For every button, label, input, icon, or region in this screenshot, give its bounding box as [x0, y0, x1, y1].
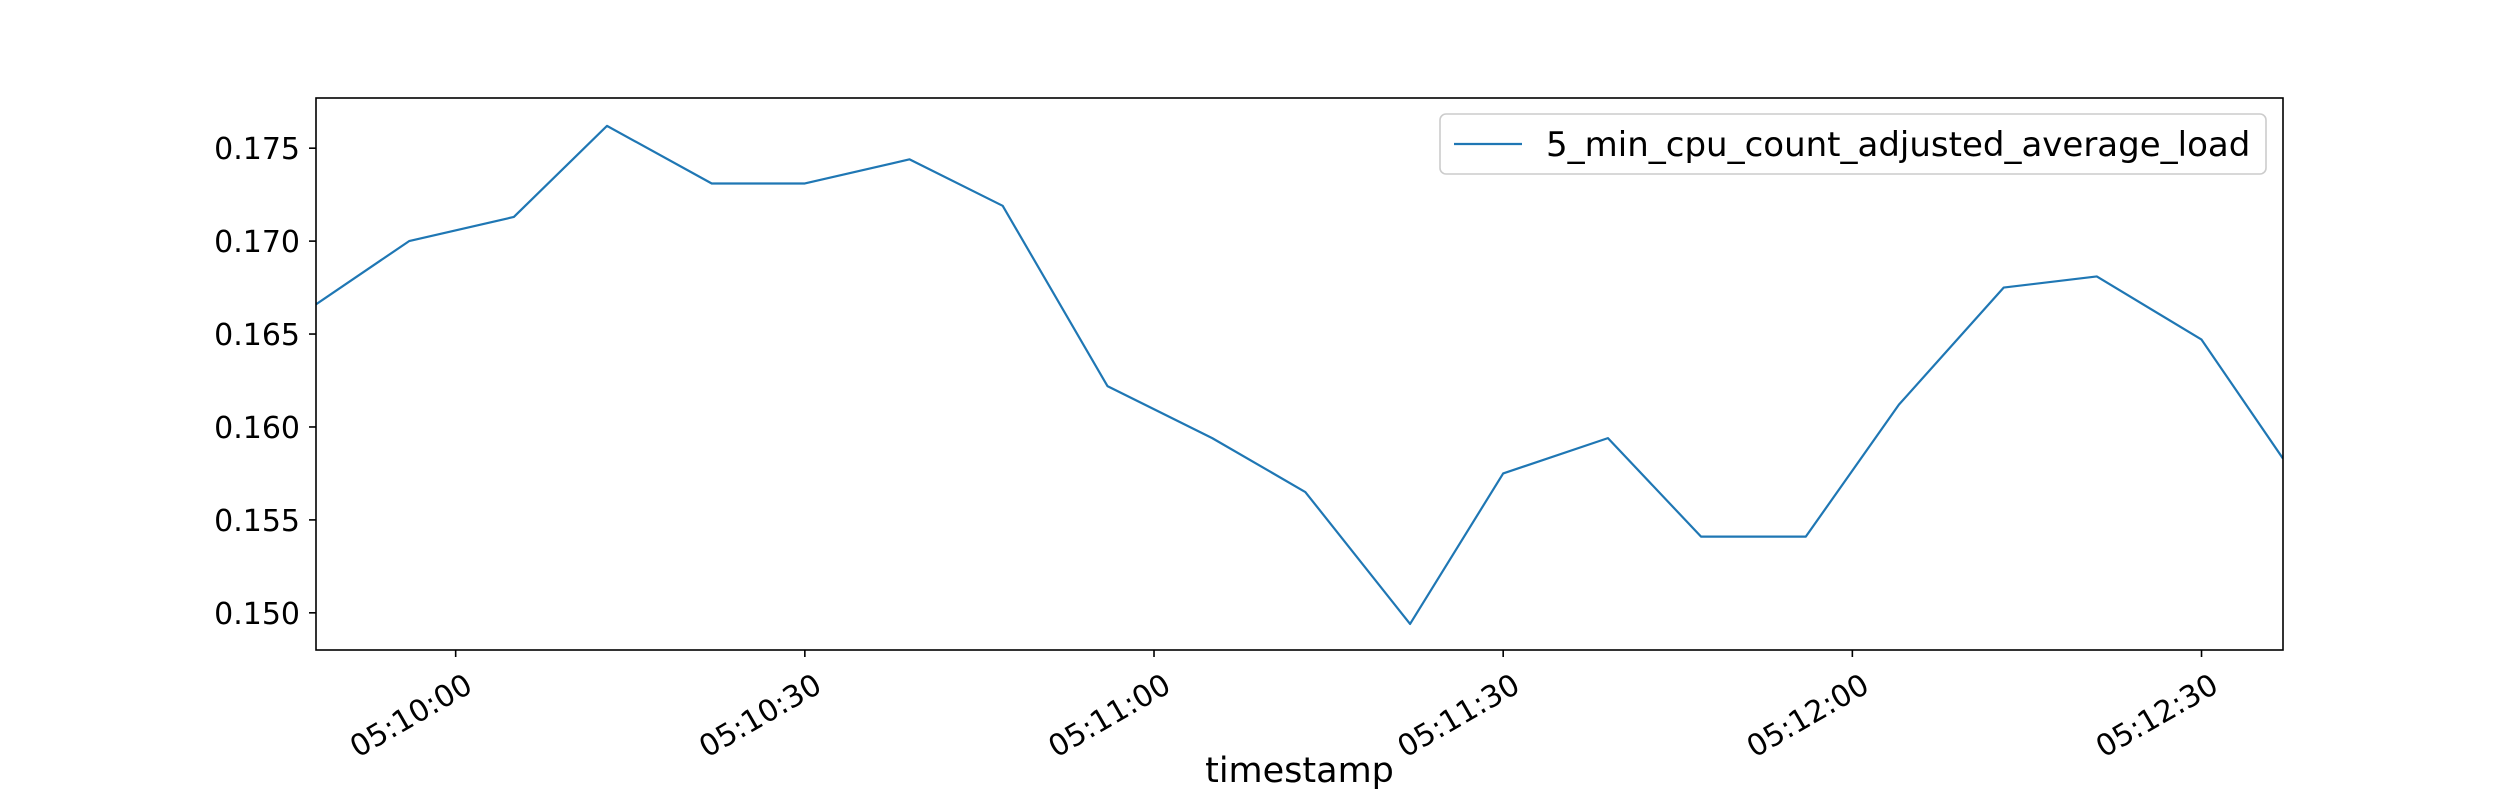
y-axis: 0.150 0.155 0.160 0.165 0.170 0.175 [214, 132, 316, 632]
y-tick-label: 0.150 [214, 597, 300, 632]
y-tick-label: 0.155 [214, 504, 300, 539]
x-tick-label: 05:11:00 [1043, 667, 1177, 765]
y-tick-label: 0.175 [214, 132, 300, 167]
y-tick-label: 0.160 [214, 411, 300, 446]
legend-box [1439, 113, 2267, 175]
x-tick-label: 05:10:00 [344, 667, 478, 765]
y-tick-label: 0.165 [214, 318, 300, 353]
legend-label: 5_min_cpu_count_adjusted_average_load [1546, 125, 2250, 165]
legend: 5_min_cpu_count_adjusted_average_load [1439, 113, 2267, 175]
plot-area [315, 97, 2284, 651]
x-tick-label: 05:10:30 [693, 667, 827, 765]
x-axis-title: timestamp [1205, 751, 1394, 791]
x-tick-label: 05:11:30 [1392, 667, 1526, 765]
x-axis: 05:10:00 05:10:30 05:11:00 05:11:30 05:12:00… [344, 650, 2224, 765]
series-line-0 [316, 124, 2283, 626]
y-tick-label: 0.170 [214, 225, 300, 260]
plot-frame [315, 97, 2284, 651]
x-tick-label: 05:12:30 [2090, 667, 2224, 765]
x-tick-label: 05:12:00 [1741, 667, 1875, 765]
